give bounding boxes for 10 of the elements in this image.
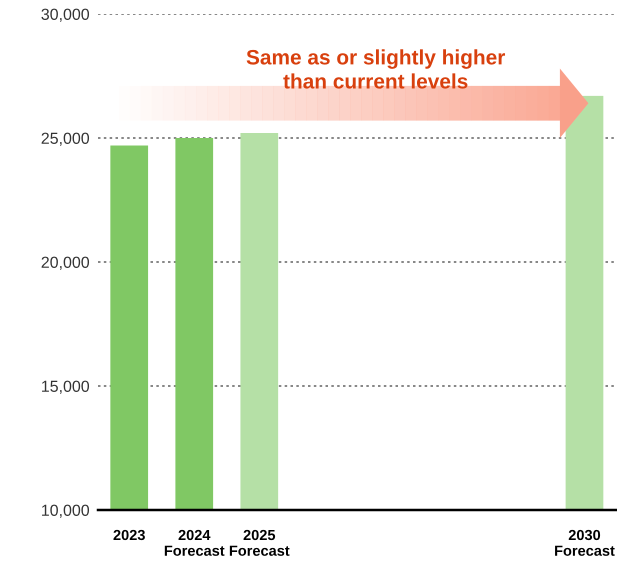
x-tick-label: 2024 Forecast	[164, 530, 224, 556]
annotation: Same as or slightly higher than current levels	[246, 49, 506, 89]
x-tick-label: 2025 Forecast	[230, 530, 290, 556]
y-tick-label: 30,000	[41, 8, 90, 22]
y-tick-label: 10,000	[42, 504, 90, 518]
y-tick-label: 20,000	[42, 256, 90, 270]
y-tick-label: 15,000	[42, 380, 90, 394]
x-tick-label: 2023	[114, 530, 145, 540]
x-tick-label: 2030 Forecast	[555, 530, 615, 556]
y-tick-label: 25,000	[42, 132, 90, 146]
